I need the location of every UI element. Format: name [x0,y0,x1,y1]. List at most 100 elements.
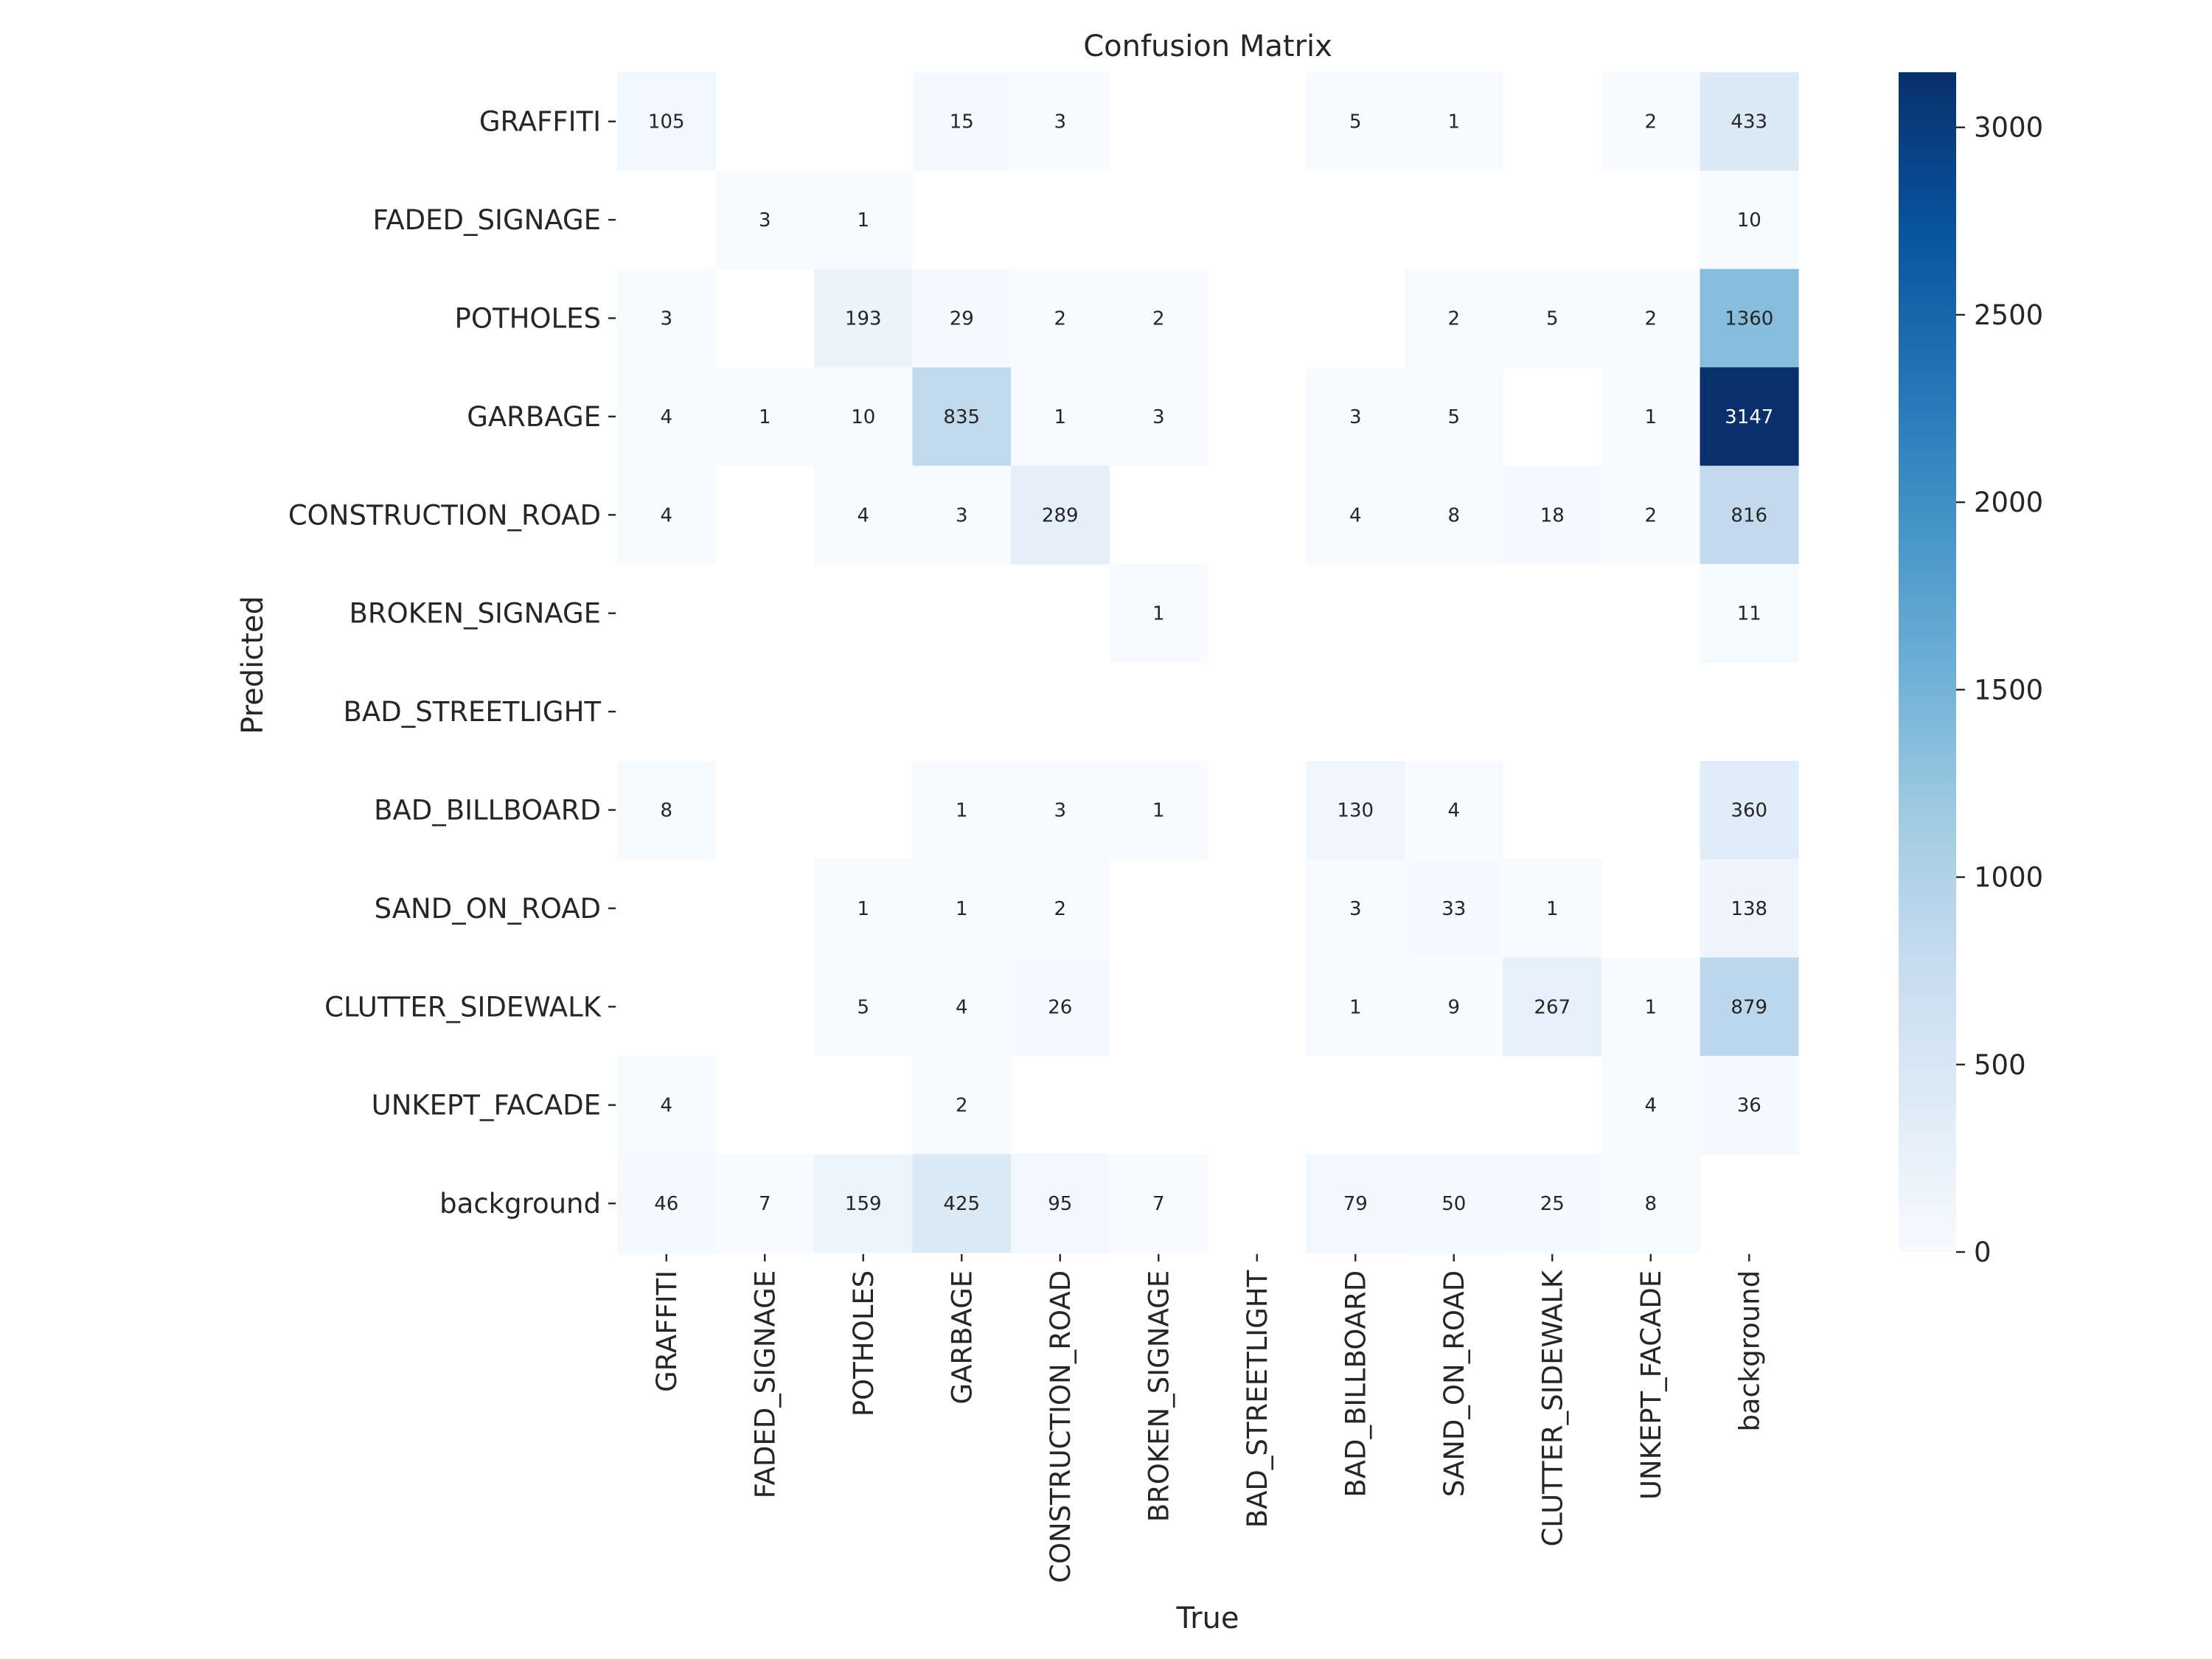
cell-value-label: 1 [1349,996,1362,1018]
cell-value-label: 2 [1447,308,1460,330]
heatmap-cell [1306,760,1405,860]
cell-value-label: 193 [845,308,882,330]
y-tick-label: BROKEN_SIGNAGE [349,598,602,630]
cell-value-label: 10 [1737,209,1761,232]
cell-value-label: 105 [648,111,685,133]
cell-value-label: 1 [1644,406,1657,428]
cell-value-label: 5 [1447,406,1460,428]
cell-value-label: 50 [1441,1193,1466,1215]
heatmap-cell [1700,268,1799,368]
heatmap-cell [912,367,1012,467]
cell-value-label: 433 [1731,111,1767,133]
heatmap-cell [814,957,914,1057]
heatmap-cell [1405,465,1504,565]
heatmap-cell [1700,564,1799,663]
x-tick-label: CLUTTER_SIDEWALK [1537,1269,1568,1547]
heatmap-cell [617,72,717,171]
cell-value-label: 267 [1534,996,1571,1018]
heatmap-cell [814,1154,914,1253]
heatmap-cell [814,465,914,565]
cell-value-label: 4 [1644,1095,1657,1117]
y-tick-label: CONSTRUCTION_ROAD [288,499,601,531]
cell-value-label: 36 [1737,1095,1761,1117]
cell-value-label: 95 [1048,1193,1072,1215]
colorbar-tick-label: 500 [1974,1049,2026,1081]
heatmap-cell [617,465,717,565]
heatmap-cell [1306,859,1405,959]
y-axis-title: Predicted [236,596,270,734]
y-axis-ticks: GRAFFITI FADED_SIGNAGE POTHOLES GARBAGE CONS… [288,106,616,1220]
heatmap-cell [715,1154,815,1253]
heatmap-cell [1405,760,1504,860]
x-tick-label: BAD_BILLBOARD [1340,1270,1371,1498]
x-tick-label: SAND_ON_ROAD [1439,1270,1470,1497]
cell-value-label: 2 [1152,308,1165,330]
heatmap-cell [1405,72,1504,171]
cell-value-label: 3 [1152,406,1165,428]
y-tick-label: BAD_BILLBOARD [374,795,601,827]
cell-value-label: 1360 [1725,308,1773,330]
heatmap-cell [912,859,1012,959]
cell-value-label: 3 [1054,800,1066,822]
y-tick-label: UNKEPT_FACADE [372,1090,601,1121]
heatmap-cell [715,170,815,270]
cell-value-label: 2 [1054,308,1066,330]
heatmap-cell [1700,957,1799,1057]
cell-value-label: 2 [1054,898,1066,920]
cell-value-label: 33 [1441,898,1466,920]
cell-value-label: 4 [956,996,968,1018]
cell-value-label: 4 [1349,504,1362,526]
heatmap-cell [1109,367,1208,467]
heatmap-cell [814,268,914,368]
cell-value-label: 1 [956,800,968,822]
x-tick-label: GRAFFITI [651,1270,683,1392]
heatmap-cell [1601,367,1701,467]
cell-value-label: 816 [1731,504,1767,526]
heatmap-cell [1601,957,1701,1057]
colorbar-ticks: 0 500 1000 1500 2000 2500 3000 [1956,112,2043,1268]
cell-value-label: 360 [1731,800,1767,822]
heatmap-cell [1306,72,1405,171]
cell-value-label: 18 [1540,504,1565,526]
x-tick-label: UNKEPT_FACADE [1635,1270,1667,1500]
cell-value-label: 5 [1349,111,1362,133]
heatmap-cell [1405,957,1504,1057]
x-tick-label: GARBAGE [946,1270,978,1405]
cell-value-label: 289 [1042,504,1079,526]
cell-value-label: 29 [950,308,974,330]
cell-value-label: 79 [1343,1193,1368,1215]
heatmap-cell [1011,957,1110,1057]
heatmap-cell [1700,859,1799,959]
heatmap-cell [715,367,815,467]
cell-value-label: 835 [943,406,980,428]
x-tick-label: CONSTRUCTION_ROAD [1045,1270,1077,1583]
cell-value-label: 7 [759,1193,771,1215]
cell-value-label: 5 [857,996,869,1018]
cell-value-label: 8 [1447,504,1460,526]
heatmap-cell [1503,957,1602,1057]
cell-value-label: 1 [857,898,869,920]
heatmap-cell [1700,465,1799,565]
cell-value-label: 4 [857,504,869,526]
heatmap-cell [912,1056,1012,1155]
colorbar-tick-label: 3000 [1974,112,2043,144]
heatmap-cell [912,72,1012,171]
heatmap-cell [1405,268,1504,368]
colorbar-tick-label: 0 [1974,1237,1992,1268]
y-tick-label: FADED_SIGNAGE [372,204,601,236]
cell-value-label: 3 [1349,898,1362,920]
heatmap-cell [1011,465,1110,565]
cell-value-label: 2 [956,1095,968,1117]
cell-value-label: 3147 [1725,406,1773,428]
cell-value-label: 25 [1540,1193,1565,1215]
heatmap-cell [1601,72,1701,171]
heatmap-cell [1011,72,1110,171]
cell-value-label: 4 [660,406,672,428]
cell-value-label: 1 [1152,800,1165,822]
y-tick-label: background [439,1188,601,1220]
cell-value-label: 1 [1152,603,1165,625]
cell-value-label: 4 [1447,800,1460,822]
heatmap-cell [1405,367,1504,467]
cell-value-label: 3 [956,504,968,526]
